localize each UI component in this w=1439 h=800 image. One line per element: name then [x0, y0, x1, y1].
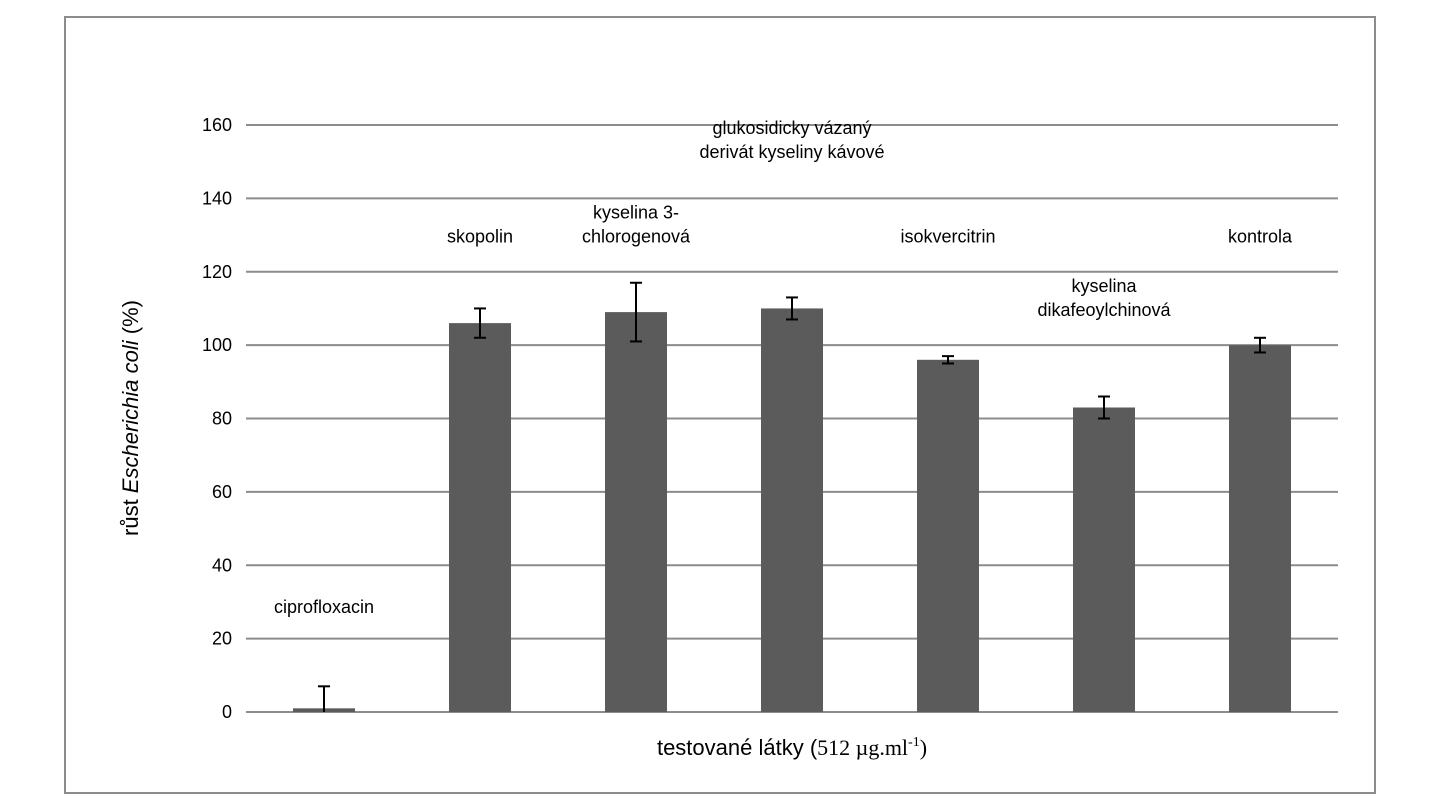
category-label: glukosidicky vázaný derivát kyseliny kávo… [699, 118, 884, 162]
y-tick-label: 100 [202, 335, 232, 355]
category-label-line: ciprofloxacin [274, 597, 374, 617]
category-label: kyselina 3- chlorogenová [582, 202, 691, 246]
category-label-line: derivát kyseliny kávové [699, 142, 884, 162]
error-bar [474, 307, 486, 339]
y-tick-label: 20 [212, 629, 232, 649]
y-axis-title-organism: Escherichia coli [118, 339, 143, 493]
bar [449, 323, 511, 712]
y-tick-label: 80 [212, 409, 232, 429]
category-label: kontrola [1228, 226, 1293, 246]
category-label: skopolin [447, 226, 513, 246]
bar [917, 359, 979, 712]
x-axis-title-unit: 512 µg.ml [817, 735, 908, 760]
category-label: isokvercitrin [900, 226, 995, 246]
x-axis-title-main: testované látky ( [657, 735, 818, 760]
y-axis-title: růst Escherichia coli (%) [118, 300, 143, 536]
category-label-line: kyselina [1071, 276, 1137, 296]
x-axis-title-unit-exponent: -1 [908, 735, 920, 750]
category-label-line: kontrola [1228, 226, 1293, 246]
y-axis-ticks: 0 20 40 60 80 100 120 140 160 [202, 115, 232, 722]
error-bars [318, 281, 1266, 712]
error-bar [1254, 336, 1266, 354]
error-bar [630, 281, 642, 343]
bar [761, 308, 823, 712]
category-label: ciprofloxacin [274, 597, 374, 617]
x-axis-title: testované látky (512 µg.ml-1) [657, 735, 927, 760]
category-label-line: chlorogenová [582, 226, 691, 246]
y-tick-label: 40 [212, 555, 232, 575]
category-label: kyselina dikafeoylchinová [1037, 276, 1171, 320]
bar [1229, 345, 1291, 712]
y-tick-label: 140 [202, 188, 232, 208]
y-tick-label: 160 [202, 115, 232, 135]
y-tick-label: 0 [222, 702, 232, 722]
category-label-line: kyselina 3- [593, 202, 679, 222]
category-label-line: glukosidicky vázaný [712, 118, 871, 138]
category-label-line: dikafeoylchinová [1037, 300, 1171, 320]
x-axis-title-close: ) [920, 735, 927, 760]
category-labels: ciprofloxacin skopolin kyselina 3- chloroge… [274, 118, 1293, 617]
y-tick-label: 60 [212, 482, 232, 502]
y-tick-label: 120 [202, 262, 232, 282]
error-bar [318, 685, 330, 712]
error-bar [1098, 395, 1110, 420]
chart-frame [64, 16, 1376, 794]
bar [605, 312, 667, 712]
y-axis-title-suffix: (%) [118, 300, 143, 340]
category-label-line: skopolin [447, 226, 513, 246]
bar [1073, 407, 1135, 712]
error-bar [942, 355, 954, 365]
y-axis-title-prefix: růst [118, 493, 143, 536]
bars [293, 308, 1291, 712]
category-label-line: isokvercitrin [900, 226, 995, 246]
error-bar [786, 296, 798, 321]
